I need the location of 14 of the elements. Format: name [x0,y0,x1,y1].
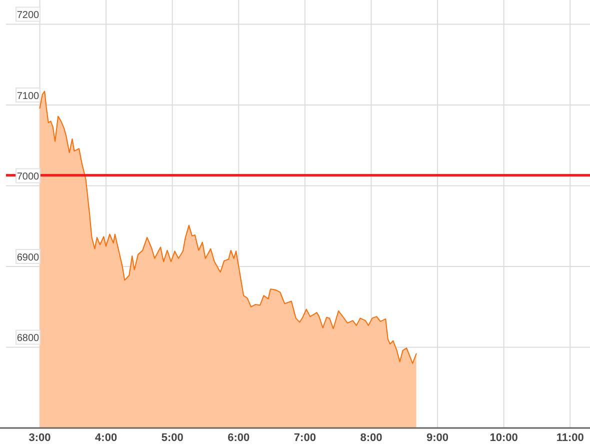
x-tick-label: 8:00 [360,432,382,444]
x-tick-label: 7:00 [294,432,316,444]
y-tick-label: 7000 [16,172,40,183]
x-tick-label: 5:00 [161,432,184,444]
y-tick-label: 6800 [16,333,40,344]
x-tick-label: 9:00 [426,432,449,444]
x-tick-label: 4:00 [95,432,118,444]
y-tick-label: 6900 [16,252,40,264]
x-tick-label: 10:00 [490,432,518,444]
x-tick-label: 11:00 [556,432,584,444]
x-tick-label: 6:00 [228,432,250,444]
x-tick-label: 3:00 [28,432,51,444]
y-tick-label: 7100 [16,90,40,102]
y-tick-label: 7200 [16,10,40,22]
